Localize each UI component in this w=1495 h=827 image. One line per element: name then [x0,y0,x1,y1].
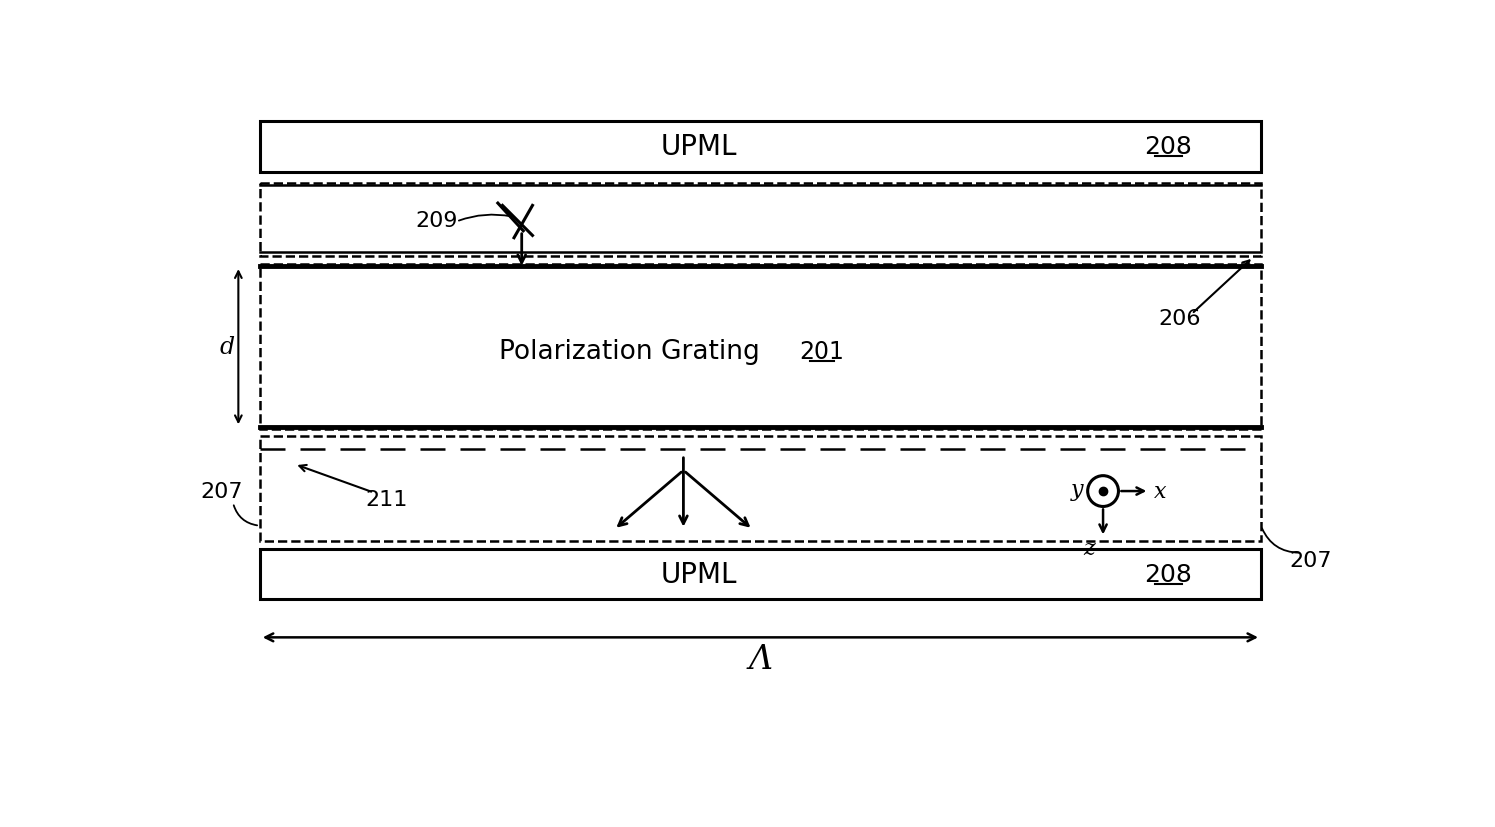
Text: UPML: UPML [661,133,737,161]
Text: z: z [1084,538,1094,559]
Text: 208: 208 [1145,136,1193,160]
Bar [260,436,1260,542]
Text: 208: 208 [1145,562,1193,586]
Text: x: x [1154,480,1166,503]
Text: 207: 207 [200,481,242,501]
Text: 201: 201 [800,339,845,363]
Text: Polarization Grating: Polarization Grating [499,338,759,364]
Text: Λ: Λ [749,643,773,675]
Text: y: y [1070,478,1084,500]
Text: d: d [220,336,235,359]
Bar [260,265,1260,430]
Bar [260,122,1260,172]
Bar [260,184,1260,257]
Text: UPML: UPML [661,560,737,588]
Bar [260,549,1260,599]
Text: 206: 206 [1159,308,1202,328]
Text: 207: 207 [1290,551,1332,571]
Circle shape [1088,476,1118,507]
Text: 209: 209 [416,211,459,231]
Text: 211: 211 [366,489,408,509]
